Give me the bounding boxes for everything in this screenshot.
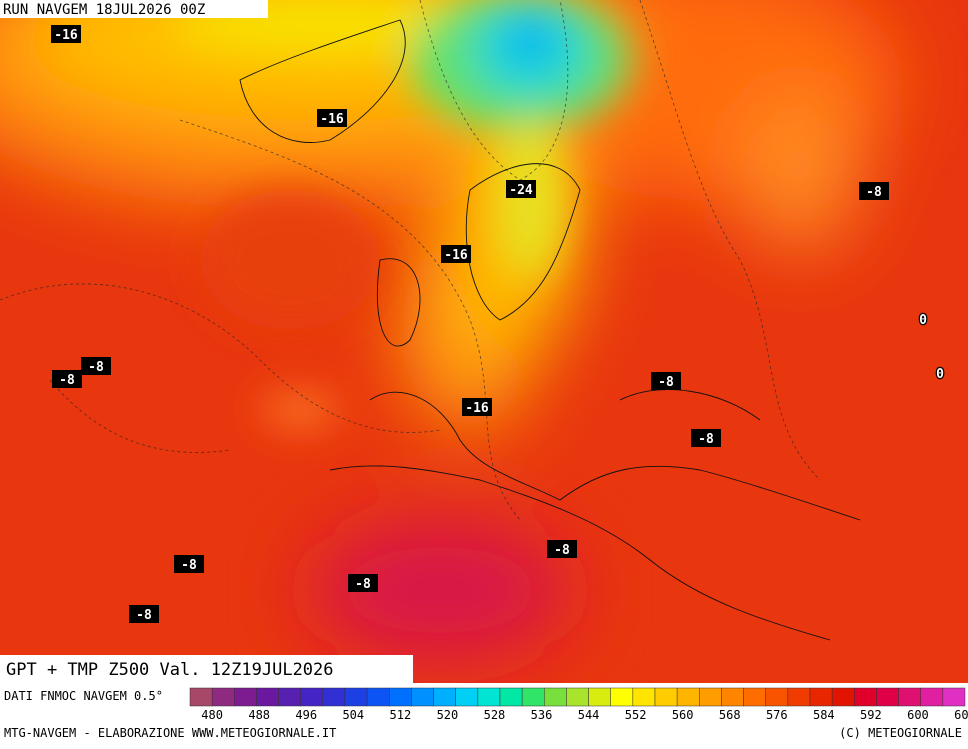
contour-label: -16 [54, 28, 78, 43]
map-title: GPT + TMP Z500 Val. 12Z19JUL2026 [6, 660, 334, 680]
legend-swatch [389, 687, 412, 707]
contour-label: -24 [509, 183, 533, 198]
contour-label: -8 [658, 375, 674, 390]
legend-swatch [676, 687, 700, 707]
legend-swatch [699, 687, 722, 707]
footer-left: MTG-NAVGEM - ELABORAZIONE WWW.METEOGIORN… [4, 726, 336, 740]
legend: 480 488 496 504 512 520 528 536 544 552 560 568 576 5… [189, 687, 968, 722]
label-box [859, 182, 889, 200]
footer-right: (C) METEOGIORNALE [839, 726, 962, 740]
legend-swatch [411, 687, 434, 707]
label-box [462, 398, 492, 416]
legend-swatch [920, 687, 944, 707]
label-box [547, 540, 577, 558]
contour-label: -8 [59, 373, 75, 388]
legend-swatch [809, 687, 833, 707]
header-box [0, 0, 268, 18]
legend-swatch [588, 687, 611, 707]
legend-swatch [211, 687, 235, 707]
contour-label: -8 [866, 185, 882, 200]
legend-swatch [278, 687, 301, 707]
legend-swatch [743, 687, 766, 707]
legend-tick-label: 536 [531, 708, 553, 722]
legend-tick-label: 520 [437, 708, 459, 722]
label-box [441, 245, 471, 263]
legend-swatch [942, 687, 966, 707]
legend-swatch [765, 687, 789, 707]
legend-swatch [787, 687, 811, 707]
label-box [129, 605, 159, 623]
legend-swatch [189, 687, 213, 707]
label-box [691, 429, 721, 447]
legend-tick-label: 544 [578, 708, 600, 722]
contour-label: -8 [554, 543, 570, 558]
map-labels: -16 -16 -24 -8 -16 0 -8 -8 0 -8 -16 -8 -8 -8 -8 -8 [51, 25, 945, 623]
contour-label: 0 [936, 367, 944, 382]
label-box [174, 555, 204, 573]
legend-tick-label: 504 [342, 708, 364, 722]
label-box [651, 372, 681, 390]
legend-swatch [566, 687, 589, 707]
legend-swatch [632, 687, 656, 707]
legend-swatch [366, 687, 390, 707]
label-box [81, 357, 111, 375]
contour-label: -8 [181, 558, 197, 573]
legend-swatch [876, 687, 899, 707]
map-field [0, 0, 968, 683]
title-box [0, 655, 413, 683]
label-box [52, 370, 82, 388]
legend-swatch [831, 687, 855, 707]
label-box [506, 180, 536, 198]
contour-label: 0 [919, 313, 927, 328]
legend-tick-label: 488 [248, 708, 270, 722]
contour-label: -8 [88, 360, 104, 375]
legend-tick-label: 480 [201, 708, 223, 722]
legend-tick-label: 512 [390, 708, 412, 722]
contour-label: -16 [320, 112, 344, 127]
legend-tick-label: 552 [625, 708, 647, 722]
legend-swatch [433, 687, 456, 707]
legend-tick-label: 560 [672, 708, 694, 722]
legend-tick-label: 584 [813, 708, 835, 722]
legend-swatch [499, 687, 523, 707]
legend-tick-label: 528 [484, 708, 506, 722]
legend-swatch [854, 687, 877, 707]
legend-tick-label: 496 [295, 708, 317, 722]
legend-swatch [256, 687, 279, 707]
legend-source: DATI FNMOC NAVGEM 0.5° [4, 689, 163, 703]
contour-label: -8 [698, 432, 714, 447]
label-box [348, 574, 378, 592]
legend-tick-label: 592 [860, 708, 882, 722]
legend-swatch [477, 687, 501, 707]
legend-swatch [300, 687, 324, 707]
legend-swatch [721, 687, 744, 707]
legend-swatch [521, 687, 545, 707]
contour-label: -8 [355, 577, 371, 592]
contour-label: -8 [136, 608, 152, 623]
contour-label: -16 [444, 248, 468, 263]
label-box [317, 109, 347, 127]
legend-swatch [610, 687, 634, 707]
legend-swatch [322, 687, 346, 707]
legend-swatch [898, 687, 921, 707]
legend-tick-label: 600 [907, 708, 929, 722]
run-label: RUN NAVGEM 18JUL2026 00Z [3, 2, 205, 18]
legend-tick-label: 608 [954, 708, 968, 722]
legend-swatch [544, 687, 567, 707]
legend-tick-label: 568 [719, 708, 741, 722]
label-box [51, 25, 81, 43]
contour-label: -16 [465, 401, 489, 416]
legend-swatch [455, 687, 479, 707]
legend-tick-label: 576 [766, 708, 788, 722]
legend-swatch [344, 687, 368, 707]
legend-swatch [234, 687, 257, 707]
legend-swatch [654, 687, 678, 707]
